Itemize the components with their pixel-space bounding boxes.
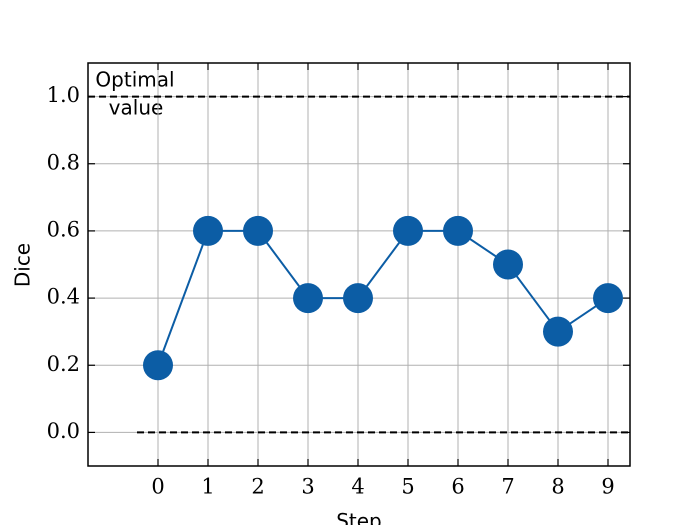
data-point (143, 350, 173, 381)
data-point (443, 215, 473, 246)
x-tick-label: 0 (151, 475, 164, 499)
data-point (293, 283, 323, 314)
x-tick-label: 2 (251, 475, 264, 499)
x-tick-label: 5 (401, 475, 414, 499)
y-tick-label: 0.4 (47, 285, 80, 309)
data-point (193, 215, 223, 246)
x-tick-label: 4 (351, 475, 364, 499)
x-tick-label: 7 (501, 475, 514, 499)
x-tick-label: 9 (601, 475, 614, 499)
x-axis-label: Step (336, 509, 382, 525)
y-tick-label: 0.8 (47, 150, 80, 174)
data-point (493, 249, 523, 280)
data-point (543, 316, 573, 347)
y-tick-label: 1.0 (47, 83, 80, 107)
annotation: Optimal (95, 68, 174, 92)
x-tick-label: 6 (451, 475, 464, 499)
plot-frame (87, 62, 631, 467)
y-axis-label: Dice (11, 243, 35, 287)
y-tick-label: 0.0 (47, 419, 80, 443)
y-tick-label: 0.6 (47, 217, 80, 241)
data-point (593, 283, 623, 314)
x-tick-label: 1 (201, 475, 214, 499)
x-tick-label: 3 (301, 475, 314, 499)
x-tick-label: 8 (551, 475, 564, 499)
data-point (393, 215, 423, 246)
y-tick-label: 0.2 (47, 352, 80, 376)
data-point (343, 283, 373, 314)
data-point (243, 215, 273, 246)
data-line (157, 229, 609, 366)
annotation: value (109, 96, 164, 120)
